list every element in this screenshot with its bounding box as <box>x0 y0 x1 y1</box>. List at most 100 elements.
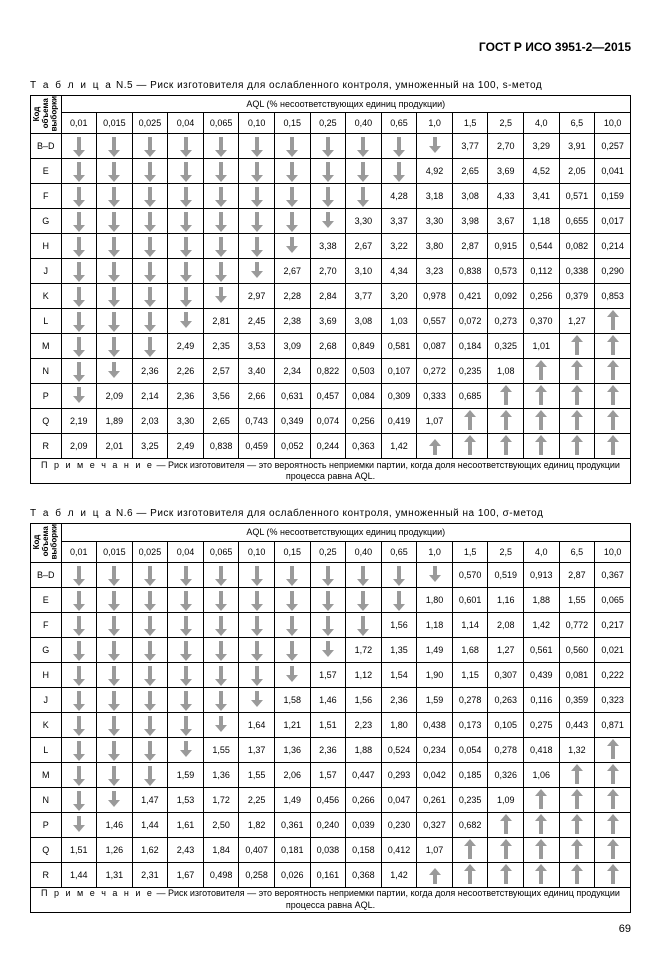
data-cell <box>524 812 560 837</box>
data-cell: 1,54 <box>381 662 417 687</box>
data-cell: 0,214 <box>595 234 631 259</box>
cell-value: 0,682 <box>459 820 482 830</box>
data-cell <box>595 409 631 434</box>
data-cell: 4,28 <box>381 184 417 209</box>
cell-value: 1,42 <box>390 870 408 880</box>
col-header: 2,5 <box>488 113 524 134</box>
data-cell <box>61 209 97 234</box>
data-cell <box>310 637 346 662</box>
data-cell <box>595 787 631 812</box>
data-cell <box>168 612 204 637</box>
cell-value: 2,14 <box>141 391 159 401</box>
row-label: K <box>31 284 62 309</box>
data-cell: 2,05 <box>559 159 595 184</box>
row-label: P <box>31 812 62 837</box>
data-cell <box>310 134 346 159</box>
data-cell: 1,21 <box>274 712 310 737</box>
cell-value: 1,06 <box>533 770 551 780</box>
data-cell: 0,081 <box>559 662 595 687</box>
cell-value: 0,092 <box>494 291 517 301</box>
row-label: L <box>31 737 62 762</box>
data-cell <box>595 862 631 887</box>
data-cell: 0,570 <box>452 562 488 587</box>
data-cell: 0,338 <box>559 259 595 284</box>
col-header: 0,25 <box>310 541 346 562</box>
data-cell <box>203 587 239 612</box>
cell-value: 0,349 <box>281 416 304 426</box>
col-header: 0,65 <box>381 541 417 562</box>
cell-value: 0,158 <box>352 845 375 855</box>
col-header: 0,40 <box>346 113 382 134</box>
table-row: B–D 0,5700,5190,9132,870,367 <box>31 562 631 587</box>
data-cell <box>346 587 382 612</box>
data-cell: 0,256 <box>524 284 560 309</box>
col-header: 0,15 <box>274 113 310 134</box>
data-cell: 0,456 <box>310 787 346 812</box>
data-cell <box>168 737 204 762</box>
cell-value: 2,03 <box>141 416 159 426</box>
data-cell <box>274 134 310 159</box>
cell-value: 1,62 <box>141 845 159 855</box>
cell-value: 0,273 <box>494 316 517 326</box>
data-cell <box>97 637 133 662</box>
data-cell: 0,581 <box>381 334 417 359</box>
data-cell: 3,10 <box>346 259 382 284</box>
col-header: 0,10 <box>239 113 275 134</box>
data-cell: 1,57 <box>310 762 346 787</box>
data-cell: 2,14 <box>132 384 168 409</box>
cell-value: 1,07 <box>426 845 444 855</box>
data-cell: 0,181 <box>274 837 310 862</box>
data-cell: 1,46 <box>310 687 346 712</box>
cell-value: 0,333 <box>423 391 446 401</box>
data-cell: 0,275 <box>524 712 560 737</box>
cell-value: 1,57 <box>319 670 337 680</box>
cell-value: 0,116 <box>530 695 552 705</box>
data-cell: 1,89 <box>97 409 133 434</box>
cell-value: 0,173 <box>459 720 482 730</box>
cell-value: 0,244 <box>317 441 340 451</box>
data-cell: 1,61 <box>168 812 204 837</box>
table-row: G 1,721,351,491,681,270,5610,5600,021 <box>31 637 631 662</box>
cell-value: 0,419 <box>388 416 411 426</box>
data-cell: 0,544 <box>524 234 560 259</box>
cell-value: 2,09 <box>70 441 88 451</box>
data-cell <box>524 384 560 409</box>
data-cell <box>61 234 97 259</box>
col-header: 0,15 <box>274 541 310 562</box>
cell-value: 0,743 <box>245 416 268 426</box>
cell-value: 0,573 <box>494 266 517 276</box>
data-cell: 0,244 <box>310 434 346 459</box>
data-cell <box>239 209 275 234</box>
data-cell: 0,273 <box>488 309 524 334</box>
data-cell: 2,87 <box>452 234 488 259</box>
cell-value: 0,871 <box>601 720 624 730</box>
data-cell: 3,25 <box>132 434 168 459</box>
col-header: 0,25 <box>310 113 346 134</box>
col-header: 6,5 <box>559 541 595 562</box>
cell-value: 0,421 <box>459 291 482 301</box>
data-cell: 0,682 <box>452 812 488 837</box>
cell-value: 1,07 <box>426 416 444 426</box>
table-row: E 1,800,6011,161,881,550,065 <box>31 587 631 612</box>
data-cell: 0,173 <box>452 712 488 737</box>
data-cell <box>595 334 631 359</box>
cell-value: 0,456 <box>317 795 340 805</box>
cell-value: 2,06 <box>283 770 301 780</box>
data-cell <box>203 712 239 737</box>
row-label: R <box>31 434 62 459</box>
data-cell: 0,293 <box>381 762 417 787</box>
data-cell: 2,68 <box>310 334 346 359</box>
cell-value: 0,309 <box>388 391 411 401</box>
data-cell: 0,349 <box>274 409 310 434</box>
data-cell: 2,28 <box>274 284 310 309</box>
cell-value: 2,36 <box>177 391 195 401</box>
data-cell: 0,379 <box>559 284 595 309</box>
data-cell <box>168 234 204 259</box>
data-cell: 0,278 <box>488 737 524 762</box>
cell-value: 1,88 <box>533 595 551 605</box>
cell-value: 0,047 <box>388 795 411 805</box>
data-cell: 2,67 <box>274 259 310 284</box>
data-cell: 0,573 <box>488 259 524 284</box>
cell-value: 1,32 <box>568 745 586 755</box>
cell-value: 1,54 <box>390 670 408 680</box>
